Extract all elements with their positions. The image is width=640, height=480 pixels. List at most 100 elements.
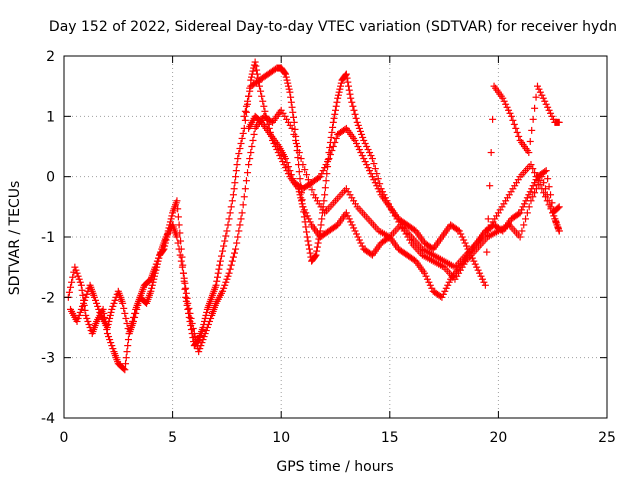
data-point-interp — [536, 181, 544, 189]
data-point-interp — [515, 132, 523, 140]
data-point-interp — [105, 333, 113, 341]
data-point-interp — [231, 249, 239, 257]
data-point — [316, 173, 324, 181]
data-point-interp — [168, 212, 176, 220]
data-point-interp — [305, 245, 313, 253]
data-point-interp — [174, 205, 182, 213]
data-point-interp — [78, 302, 86, 310]
data-point-interp — [500, 97, 508, 105]
data-point-interp — [175, 245, 183, 253]
data-point-interp — [288, 103, 296, 111]
data-point-interp — [553, 221, 561, 229]
data-point-interp — [67, 283, 75, 291]
data-point-interp — [363, 161, 371, 169]
data-point-interp — [550, 212, 558, 220]
data-point — [533, 82, 541, 90]
data-point-interp — [374, 185, 382, 193]
data-point — [103, 330, 111, 338]
data-point-interp — [74, 314, 82, 322]
data-point-interp — [367, 152, 375, 160]
data-point — [542, 100, 550, 108]
data-point — [255, 82, 263, 90]
data-point-interp — [423, 275, 431, 283]
x-tick-label: 25 — [598, 430, 616, 446]
data-point — [527, 161, 535, 169]
data-point-interp — [109, 345, 117, 353]
data-point-interp — [300, 213, 308, 221]
data-point-interp — [258, 92, 266, 100]
data-point-interp — [221, 281, 229, 289]
data-point-interp — [261, 107, 269, 115]
data-point — [251, 58, 259, 66]
data-point-interp — [233, 161, 241, 169]
data-point-interp — [324, 158, 332, 166]
y-tick-label: -1 — [41, 230, 55, 246]
data-point-interp — [207, 314, 215, 322]
data-point-interp — [106, 311, 114, 319]
data-point-interp — [176, 251, 184, 259]
data-point-interp — [322, 177, 330, 185]
x-tick-label: 5 — [168, 430, 177, 446]
data-point-interp — [185, 304, 193, 312]
x-axis-label: GPS time / hours — [276, 459, 393, 475]
data-point-interp — [253, 70, 261, 78]
data-point-interp — [177, 257, 185, 265]
y-tick-label: -2 — [41, 290, 55, 306]
data-point-interp — [313, 243, 321, 251]
data-point-interp — [470, 257, 478, 265]
data-point-interp — [545, 201, 553, 209]
y-tick-label: -4 — [41, 411, 55, 427]
data-point-interp — [75, 275, 83, 283]
data-point-interp — [196, 345, 204, 353]
data-point-interp — [350, 106, 358, 114]
data-point-interp — [199, 336, 207, 344]
data-point-interp — [348, 221, 356, 229]
data-point-interp — [525, 203, 533, 211]
data-point-interp — [237, 139, 245, 147]
data-point-interp — [515, 210, 523, 218]
data-point-interp — [442, 284, 450, 292]
data-point-interp — [534, 177, 542, 185]
data-point — [321, 191, 329, 199]
data-point-interp — [148, 284, 156, 292]
data-point-interp — [295, 168, 303, 176]
data-point-interp — [444, 281, 452, 289]
data-point-interp — [132, 309, 140, 317]
data-point-interp — [460, 236, 468, 244]
data-point-interp — [333, 98, 341, 106]
data-point-interp — [531, 179, 539, 187]
data-point-interp — [428, 284, 436, 292]
data-point — [173, 233, 181, 241]
data-point — [282, 70, 290, 78]
data-point-interp — [81, 306, 89, 314]
data-point-interp — [361, 139, 369, 147]
data-point — [229, 191, 237, 199]
data-point-interp — [426, 281, 434, 289]
data-point — [234, 155, 242, 163]
data-point — [455, 227, 463, 235]
data-point-interp — [301, 218, 309, 226]
data-point-interp — [520, 221, 528, 229]
data-point-interp — [239, 201, 247, 209]
data-point-interp — [329, 143, 337, 150]
data-point — [360, 155, 368, 163]
data-point-interp — [354, 143, 362, 150]
data-point-interp — [85, 320, 93, 328]
data-point-interp — [361, 158, 369, 166]
data-point-interp — [358, 130, 366, 138]
data-point-interp — [352, 114, 360, 122]
data-point-interp — [332, 102, 340, 110]
data-point-interp — [154, 254, 162, 262]
data-point-interp — [303, 228, 311, 236]
data-point-interp — [543, 197, 551, 205]
data-point-interp — [185, 313, 193, 321]
data-point-interp — [328, 147, 336, 155]
data-point-interp — [76, 308, 84, 316]
data-point-interp — [156, 251, 164, 259]
data-point-interp — [237, 215, 245, 223]
data-point-interp — [531, 104, 539, 112]
data-point — [303, 233, 311, 241]
data-point-interp — [174, 239, 182, 247]
data-point-interp — [541, 193, 549, 201]
data-point-interp — [233, 239, 241, 247]
